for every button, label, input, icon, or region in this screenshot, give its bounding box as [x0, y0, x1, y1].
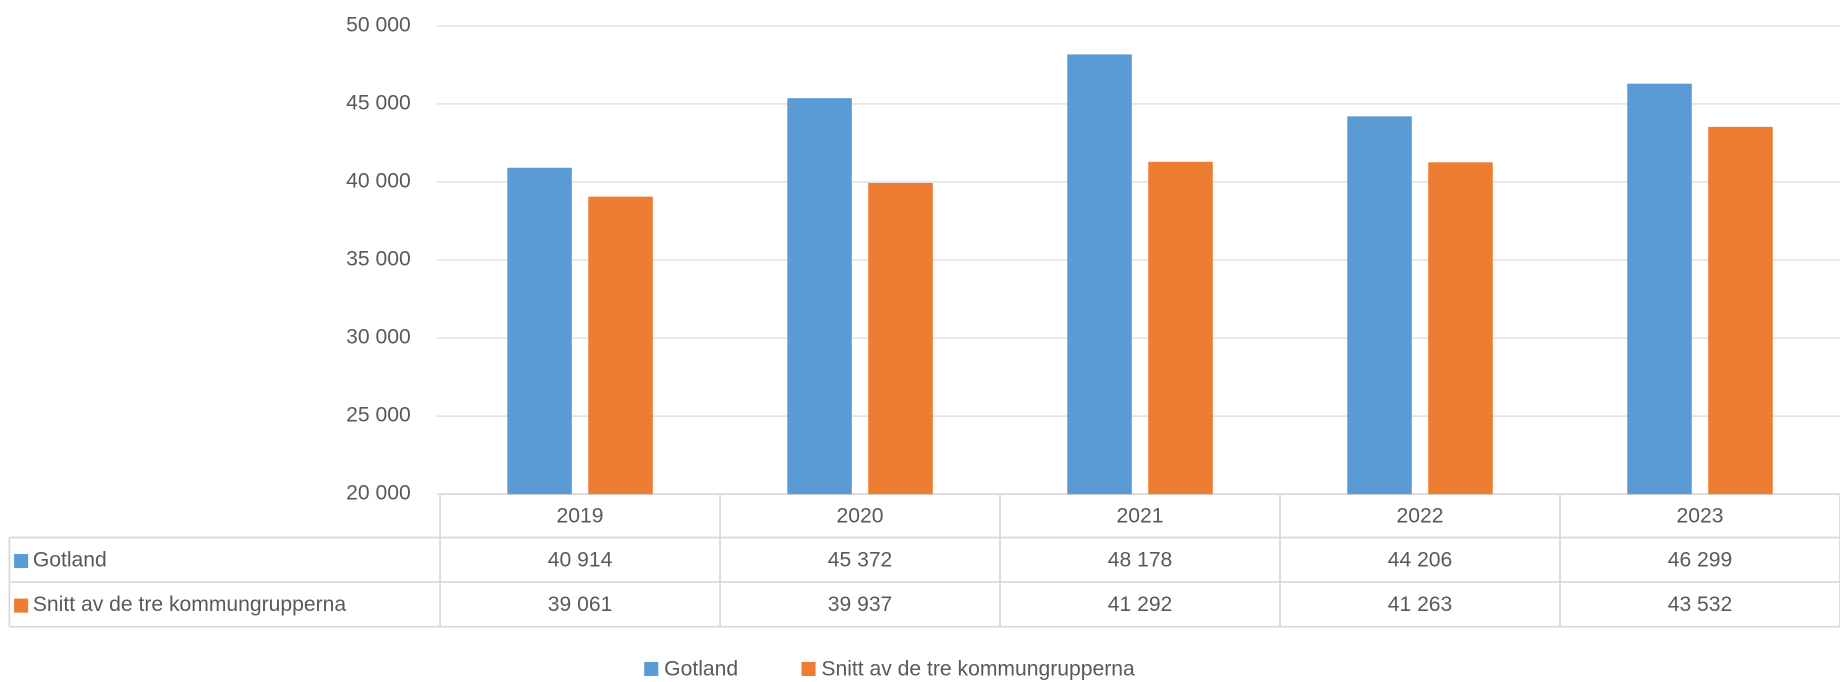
y-tick-label: 45 000 — [346, 92, 411, 115]
bar — [507, 167, 572, 495]
bar — [1708, 126, 1773, 495]
y-tick-label: 25 000 — [346, 404, 411, 427]
data-label: 44 206 — [1388, 549, 1453, 572]
bar — [588, 196, 653, 495]
data-label: 43 532 — [1668, 593, 1733, 616]
bar — [1148, 161, 1213, 495]
data-label: 39 937 — [828, 593, 893, 616]
x-tick-label: 2019 — [557, 505, 604, 528]
y-tick-label: 35 000 — [346, 248, 411, 271]
data-label: 48 178 — [1108, 549, 1173, 572]
legend-label: Snitt av de tre kommungrupperna — [821, 658, 1135, 681]
x-tick-label: 2020 — [837, 505, 884, 528]
y-tick-label: 50 000 — [346, 14, 411, 37]
x-tick-label: 2021 — [1117, 505, 1164, 528]
data-label: 40 914 — [548, 549, 613, 572]
y-tick-label: 30 000 — [346, 326, 411, 349]
y-tick-label: 40 000 — [346, 170, 411, 193]
x-tick-label: 2023 — [1677, 505, 1724, 528]
bar — [868, 182, 933, 495]
data-label: 41 263 — [1388, 593, 1453, 616]
bar — [787, 98, 852, 495]
table-legend-key — [14, 553, 29, 569]
bar — [1067, 54, 1132, 495]
x-tick-label: 2022 — [1397, 505, 1444, 528]
table-row-label: Snitt av de tre kommungrupperna — [33, 593, 347, 616]
bar — [1627, 83, 1692, 495]
y-tick-label: 20 000 — [346, 482, 411, 505]
data-label: 39 061 — [548, 593, 613, 616]
data-label: 45 372 — [828, 549, 893, 572]
legend-key — [801, 661, 816, 677]
bar — [1428, 162, 1493, 495]
bar — [1347, 116, 1412, 495]
legend-key — [644, 661, 659, 677]
data-label: 46 299 — [1668, 549, 1733, 572]
table-row-label: Gotland — [33, 549, 107, 572]
data-label: 41 292 — [1108, 593, 1173, 616]
legend-label: Gotland — [664, 658, 738, 681]
table-legend-key — [14, 598, 29, 613]
